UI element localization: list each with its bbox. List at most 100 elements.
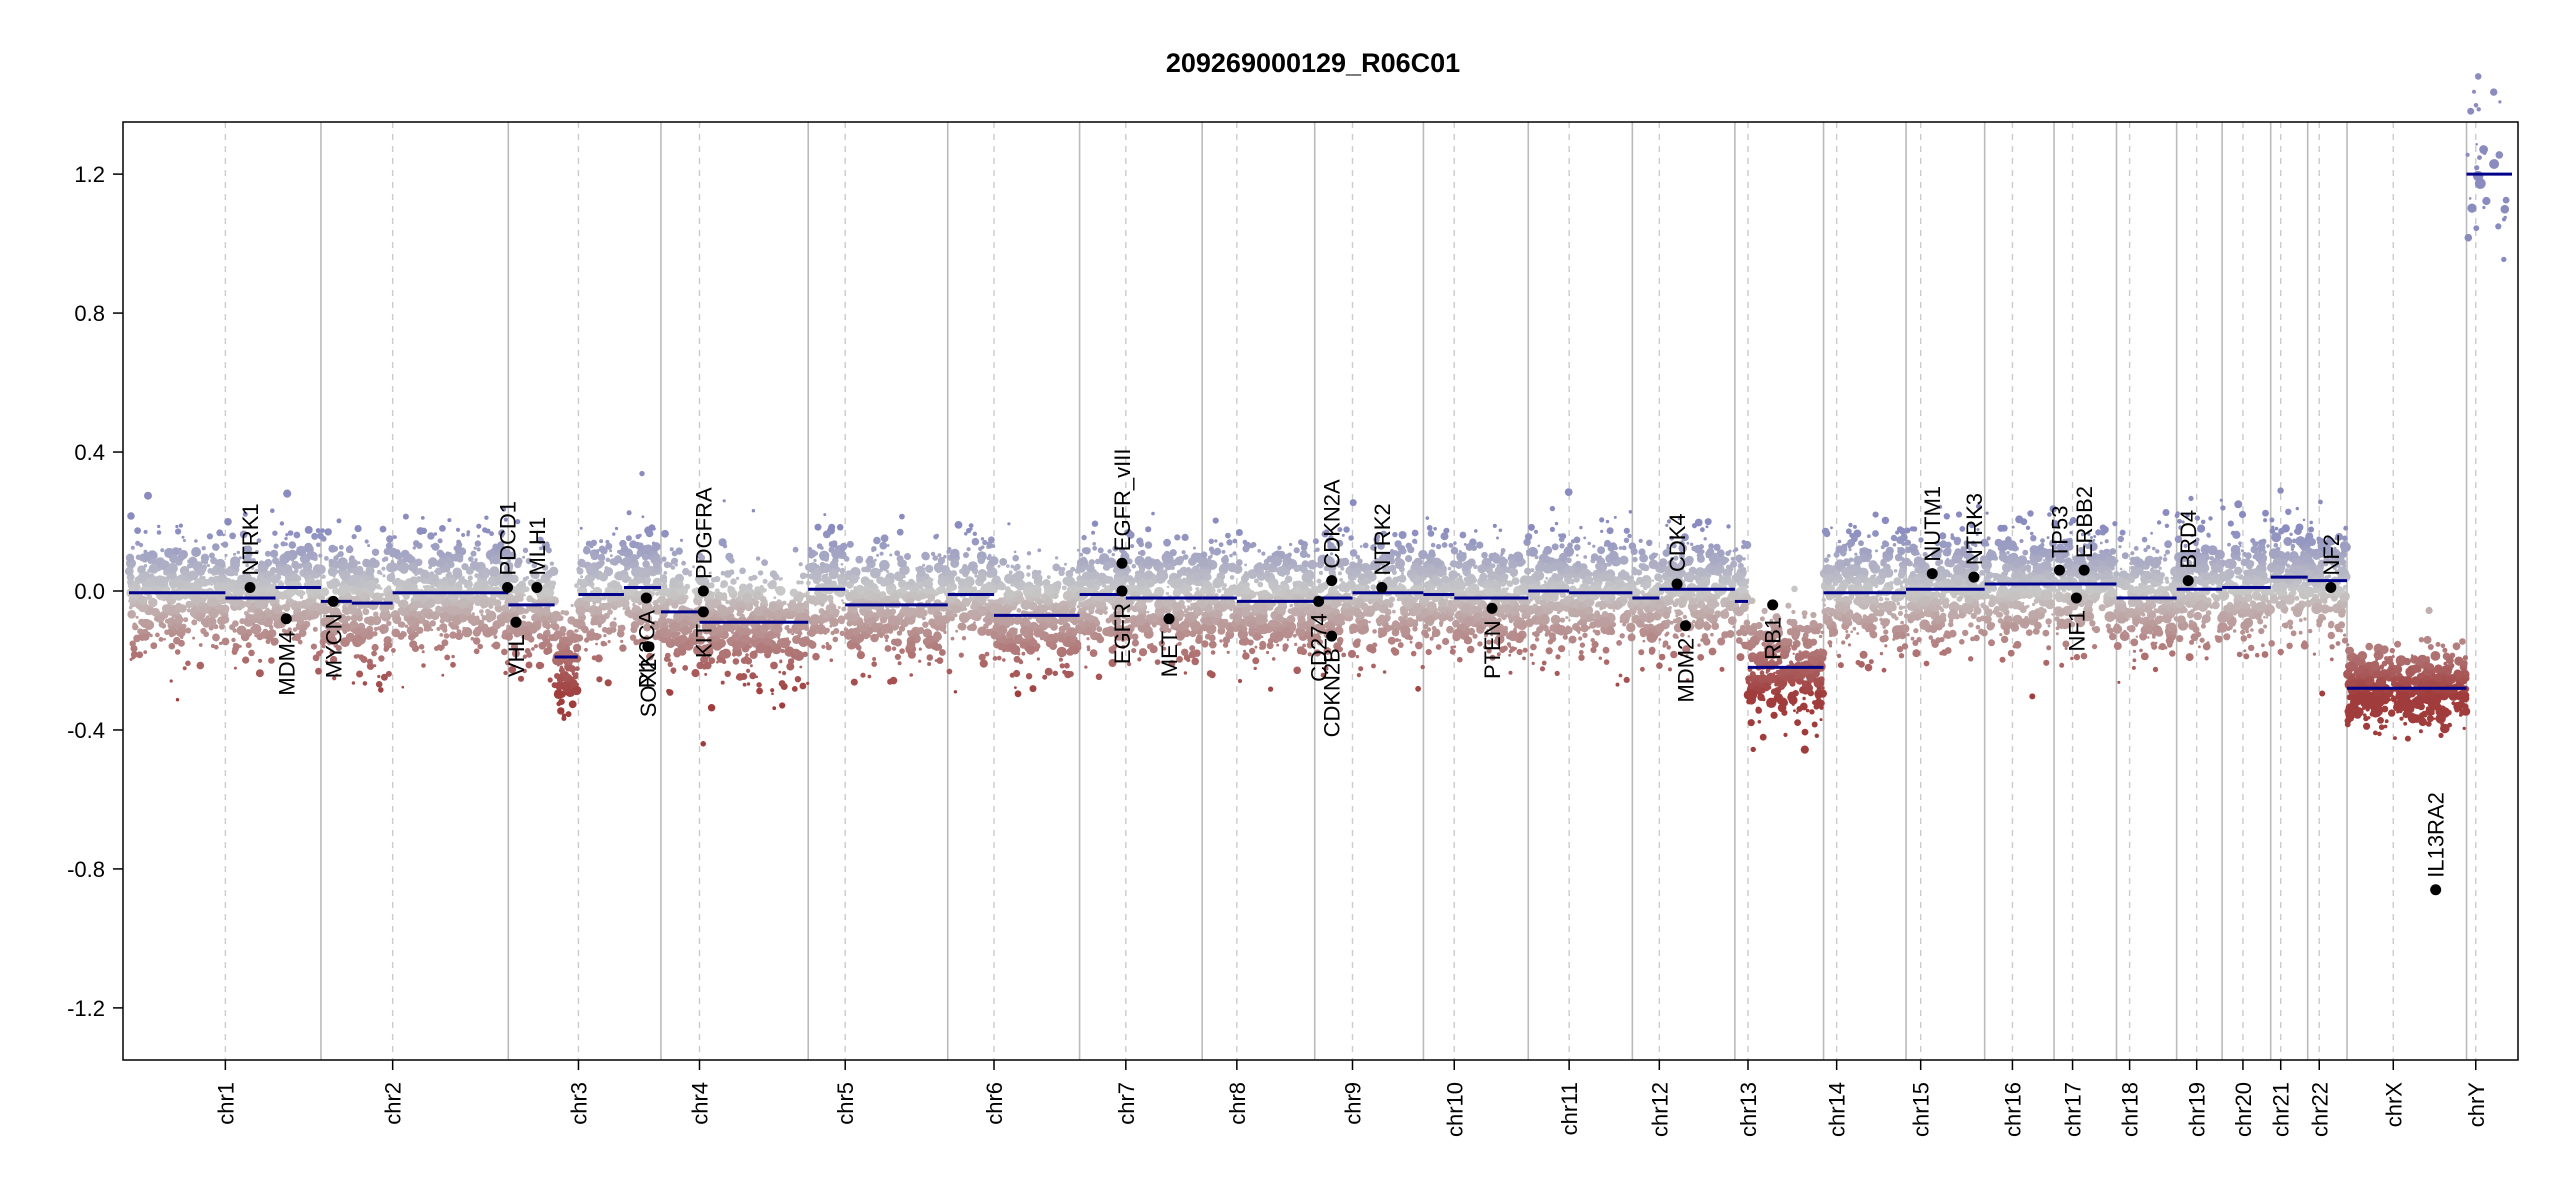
probe-point: [865, 609, 874, 618]
probe-point: [751, 509, 756, 513]
probe-point: [302, 563, 311, 572]
probe-point: [354, 525, 362, 533]
probe-point: [645, 529, 654, 538]
probe-point: [1244, 563, 1247, 567]
probe-point: [731, 632, 741, 642]
probe-point: [1295, 587, 1301, 594]
probe-point: [187, 563, 193, 569]
probe-point: [249, 606, 255, 612]
probe-point: [884, 634, 890, 640]
probe-point: [985, 618, 993, 626]
probe-point: [241, 572, 252, 584]
probe-point: [730, 578, 737, 585]
probe-point: [736, 673, 744, 681]
probe-point: [1242, 545, 1250, 553]
probe-point: [1006, 564, 1010, 568]
probe-point: [1080, 556, 1087, 563]
probe-point: [386, 585, 392, 591]
probe-point: [401, 580, 412, 591]
probe-point: [925, 564, 934, 574]
probe-point: [367, 589, 371, 594]
probe-point: [1064, 670, 1072, 679]
probe-point: [591, 585, 595, 590]
probe-point: [1292, 633, 1297, 638]
probe-point: [921, 570, 925, 574]
probe-point: [1088, 599, 1093, 604]
probe-point: [1002, 648, 1006, 653]
probe-point: [350, 589, 354, 593]
probe-point: [751, 574, 758, 581]
probe-point: [1189, 645, 1196, 652]
probe-point: [505, 632, 513, 641]
probe-point: [828, 541, 835, 548]
probe-point: [1218, 542, 1224, 548]
probe-point: [542, 621, 549, 629]
probe-point: [201, 546, 206, 551]
probe-point: [987, 542, 994, 549]
probe-point: [456, 539, 461, 545]
probe-point: [871, 661, 877, 667]
probe-point: [1294, 642, 1298, 647]
probe-point: [1135, 615, 1147, 626]
probe-point: [1142, 587, 1151, 596]
probe-point: [127, 512, 135, 520]
probe-point: [799, 682, 807, 690]
probe-point: [624, 608, 633, 617]
probe-point: [584, 647, 588, 652]
probe-point: [806, 681, 810, 686]
probe-point: [1037, 548, 1042, 553]
probe-point: [431, 542, 440, 551]
probe-point: [206, 598, 215, 607]
probe-point: [1192, 620, 1201, 630]
probe-point: [866, 626, 874, 635]
probe-point: [493, 635, 498, 639]
probe-point: [565, 665, 572, 672]
probe-point: [557, 707, 565, 715]
probe-point: [1062, 590, 1073, 601]
probe-point: [771, 662, 778, 669]
probe-point: [328, 544, 337, 553]
probe-point: [894, 653, 902, 661]
probe-point: [254, 597, 265, 609]
probe-point: [712, 591, 716, 595]
probe-point: [961, 636, 967, 641]
probe-point: [224, 518, 232, 526]
probe-point: [392, 615, 402, 625]
probe-point: [590, 628, 595, 633]
probe-point: [325, 660, 328, 664]
probe-point: [1260, 643, 1266, 650]
probe-point: [125, 553, 135, 562]
probe-point: [1077, 548, 1080, 552]
probe-point: [1180, 621, 1190, 631]
probe-point: [907, 630, 911, 634]
probe-point: [259, 631, 268, 639]
probe-point: [545, 640, 551, 646]
probe-point: [1189, 630, 1197, 638]
probe-point: [236, 625, 247, 636]
probe-point: [447, 518, 452, 523]
probe-point: [986, 564, 993, 571]
probe-point: [1195, 637, 1203, 644]
probe-point: [633, 639, 640, 646]
probe-point: [770, 688, 775, 693]
probe-point: [1208, 640, 1217, 649]
probe-point: [163, 637, 166, 641]
probe-point: [969, 527, 973, 531]
probe-point: [188, 570, 196, 579]
probe-point: [528, 624, 538, 634]
probe-point: [1158, 574, 1164, 580]
probe-point: [595, 549, 600, 553]
probe-point: [918, 659, 922, 663]
probe-point: [169, 679, 173, 683]
probe-point: [463, 608, 472, 616]
probe-point: [767, 633, 773, 640]
probe-point: [518, 596, 524, 602]
probe-point: [337, 560, 349, 572]
probe-point: [332, 676, 337, 681]
probe-point: [372, 592, 383, 603]
probe-point: [168, 642, 176, 650]
probe-point: [607, 640, 611, 644]
probe-point: [794, 613, 800, 618]
probe-point: [1206, 583, 1212, 590]
probe-point: [301, 624, 308, 631]
